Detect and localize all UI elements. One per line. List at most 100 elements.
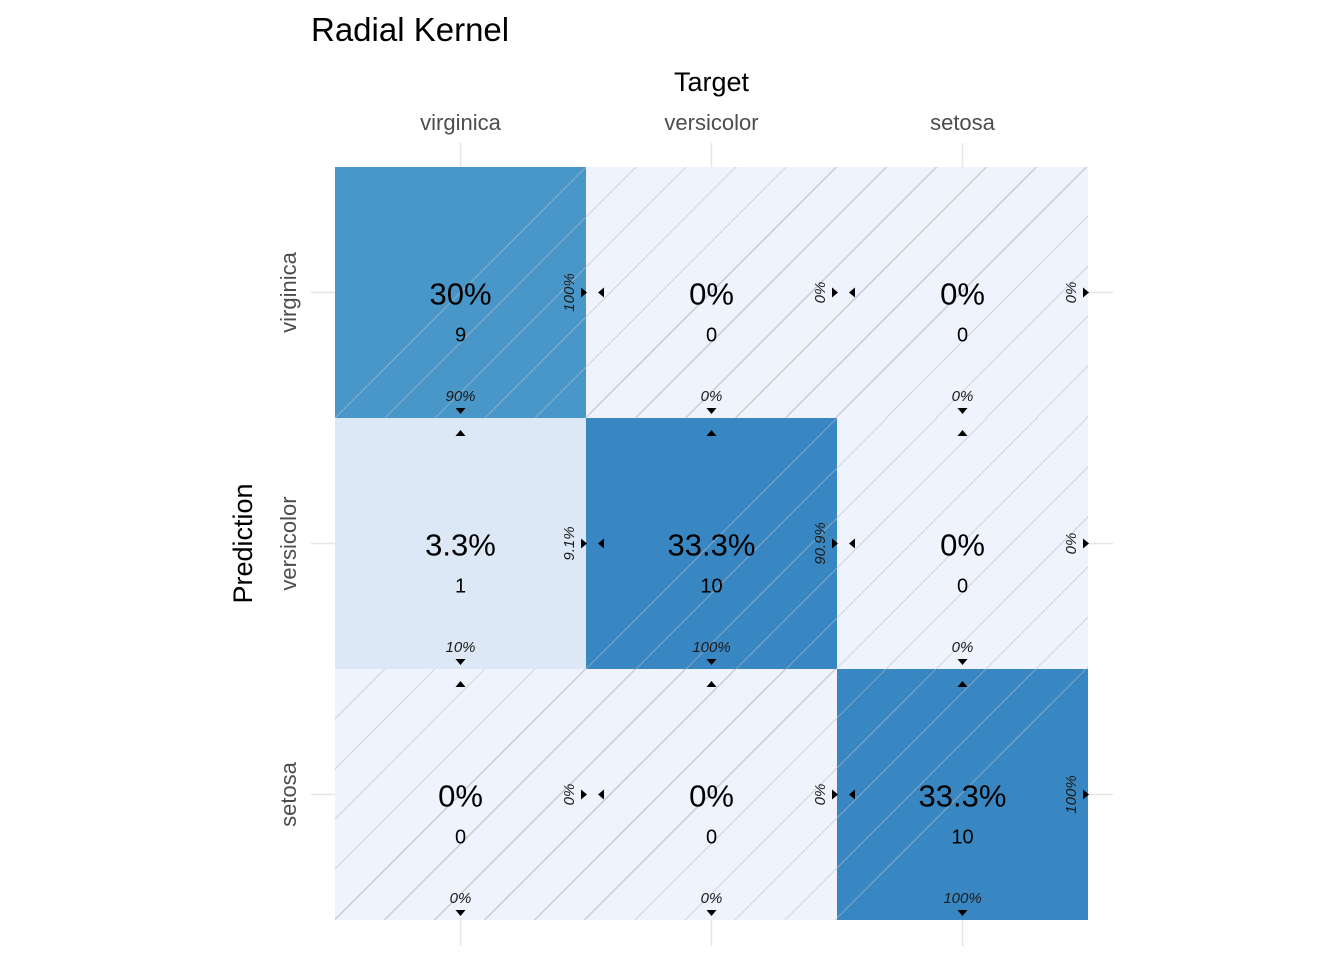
hatch-line	[335, 668, 436, 770]
arrow-left-icon	[849, 789, 855, 800]
hatch-line	[335, 668, 587, 920]
hatch-line	[384, 668, 637, 920]
arrow-right-icon	[581, 538, 587, 549]
arrow-down-icon	[455, 910, 466, 916]
arrow-up-icon	[455, 681, 466, 687]
hatch-line	[335, 167, 587, 419]
arrow-down-icon	[957, 659, 968, 665]
hatch-line	[534, 167, 787, 419]
column-percent-label: 0%	[952, 388, 974, 405]
column-percent-label: 0%	[450, 890, 472, 907]
y-tick-label: setosa	[276, 761, 301, 827]
cell-percent-label: 30%	[429, 277, 491, 312]
grid-lines	[311, 143, 1113, 946]
arrow-up-icon	[706, 681, 717, 687]
hatch-line	[484, 167, 737, 419]
hatch-line	[335, 668, 536, 870]
row-percent-label: 0%	[1063, 282, 1080, 304]
hatch-line	[335, 668, 586, 920]
row-percent-label: 90.9%	[812, 522, 829, 565]
arrow-up-icon	[706, 430, 717, 436]
arrow-up-icon	[455, 430, 466, 436]
arrow-up-icon	[957, 430, 968, 436]
hatch-line	[534, 668, 787, 920]
row-percent-label: 100%	[1063, 775, 1080, 813]
column-percent-label: 0%	[701, 388, 723, 405]
cell-count-label: 0	[957, 576, 968, 598]
hatch-line	[1035, 365, 1088, 419]
x-tick-label: virginica	[420, 110, 501, 135]
hatch-line	[685, 167, 938, 419]
hatch-line	[935, 265, 1088, 419]
arrow-right-icon	[1083, 538, 1089, 549]
hatch-line	[634, 668, 887, 920]
hatch-line	[885, 215, 1088, 419]
cell-count-label: 9	[455, 325, 466, 347]
cell-labels: 30%990%100% 0%00%0% 0%00%0%3.3%110%9.1% 33.…	[425, 273, 1089, 916]
arrow-down-icon	[706, 408, 717, 414]
hatch-line	[384, 167, 637, 419]
arrow-right-icon	[832, 538, 838, 549]
cell-count-label: 10	[951, 827, 973, 849]
arrow-right-icon	[832, 789, 838, 800]
hatch-line	[735, 417, 988, 670]
arrow-right-icon	[581, 789, 587, 800]
arrow-down-icon	[455, 408, 466, 414]
arrow-down-icon	[957, 408, 968, 414]
hatch-line	[835, 417, 1088, 670]
hatch-line	[1085, 666, 1088, 670]
chart-title: Radial Kernel	[311, 11, 509, 48]
heatmap-cell	[586, 669, 837, 920]
y-tick-label: versicolor	[276, 496, 301, 590]
cell-count-label: 1	[455, 576, 466, 598]
y-axis-title: Prediction	[228, 483, 258, 603]
heatmap-cell	[837, 418, 1088, 669]
arrow-down-icon	[706, 910, 717, 916]
hatch-line	[785, 417, 1038, 670]
hatch-line	[985, 566, 1088, 670]
hatch-line	[784, 167, 1037, 419]
arrow-down-icon	[706, 659, 717, 665]
hatch-line	[835, 167, 1088, 419]
arrow-right-icon	[1083, 789, 1089, 800]
arrow-right-icon	[1083, 287, 1089, 298]
arrow-left-icon	[849, 538, 855, 549]
hatch-line	[684, 668, 937, 920]
hatch-line	[985, 315, 1088, 419]
row-percent-label: 0%	[1063, 533, 1080, 555]
arrow-left-icon	[598, 789, 604, 800]
hatch-line	[635, 167, 888, 419]
cell-percent-label: 33.3%	[919, 779, 1007, 814]
hatch-line	[834, 167, 1087, 419]
hatch-line	[434, 668, 687, 920]
column-percent-label: 100%	[943, 890, 981, 907]
row-percent-label: 0%	[561, 784, 578, 806]
row-percent-label: 0%	[812, 282, 829, 304]
x-tick-label: setosa	[930, 110, 996, 135]
cell-percent-label: 33.3%	[668, 528, 756, 563]
hatch-line	[734, 668, 987, 920]
hatch-line	[584, 167, 837, 419]
arrow-left-icon	[598, 287, 604, 298]
cell-percent-label: 0%	[940, 528, 985, 563]
hatch-line	[585, 167, 838, 419]
x-tick-label: versicolor	[664, 110, 758, 135]
arrow-left-icon	[849, 287, 855, 298]
arrow-down-icon	[455, 659, 466, 665]
hatch-line	[433, 668, 686, 920]
tick-labels: virginica versicolor setosa virginica versic…	[276, 110, 996, 827]
heatmap-cell	[837, 167, 1088, 418]
cell-count-label: 10	[700, 576, 722, 598]
cell-count-label: 0	[957, 325, 968, 347]
heatmap-cell	[335, 418, 586, 669]
y-tick-label: virginica	[276, 251, 301, 332]
hatch-line	[785, 167, 1038, 419]
x-axis-title: Target	[674, 67, 750, 97]
hatch-line	[834, 668, 1087, 920]
column-percent-label: 10%	[445, 639, 475, 656]
hatch-line	[583, 668, 836, 920]
cell-percent-label: 0%	[438, 779, 483, 814]
cell-percent-label: 0%	[689, 277, 734, 312]
column-percent-label: 0%	[701, 890, 723, 907]
hatch-line	[735, 167, 988, 419]
